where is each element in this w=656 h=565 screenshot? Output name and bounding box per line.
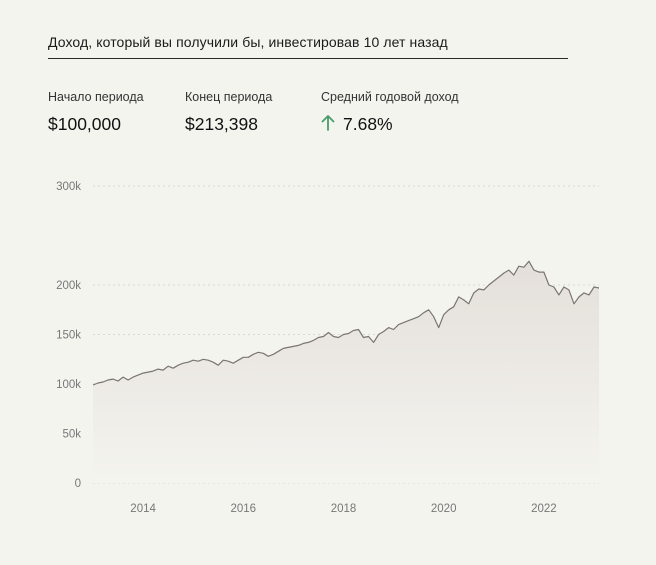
x-tick-label: 2022 [531, 503, 557, 515]
up-arrow-icon [321, 115, 335, 134]
stat-start-value: $100,000 [48, 114, 121, 134]
y-tick-label: 0 [75, 478, 81, 490]
y-tick-label: 200k [56, 280, 81, 292]
y-tick-label: 100k [56, 379, 81, 391]
title-divider [48, 58, 568, 59]
stat-annual-label: Средний годовой доход [321, 90, 459, 104]
y-axis: 0 50k 100k 150k 200k 300k [56, 181, 81, 490]
x-tick-label: 2014 [130, 503, 156, 515]
stat-annual-row: 7.68% [321, 114, 459, 135]
series-line [92, 260, 600, 386]
stat-end: Конец периода $213,398 [185, 90, 272, 135]
y-tick-label: 150k [56, 330, 81, 342]
x-tick-label: 2018 [331, 503, 357, 515]
x-axis: 2014 2016 2018 2020 2022 [130, 503, 556, 515]
x-tick-label: 2016 [231, 503, 257, 515]
stat-annual-value: 7.68% [343, 114, 393, 134]
y-tick-label: 50k [62, 429, 81, 441]
stat-start: Начало периода $100,000 [48, 90, 144, 135]
chart-title: Доход, который вы получили бы, инвестиро… [48, 34, 448, 50]
x-tick-label: 2020 [431, 503, 457, 515]
stat-start-label: Начало периода [48, 90, 144, 104]
stat-annual: Средний годовой доход 7.68% [321, 90, 459, 135]
stat-end-label: Конец периода [185, 90, 273, 104]
stat-end-value: $213,398 [185, 114, 258, 134]
series-area [93, 261, 599, 483]
y-tick-label: 300k [56, 181, 81, 193]
